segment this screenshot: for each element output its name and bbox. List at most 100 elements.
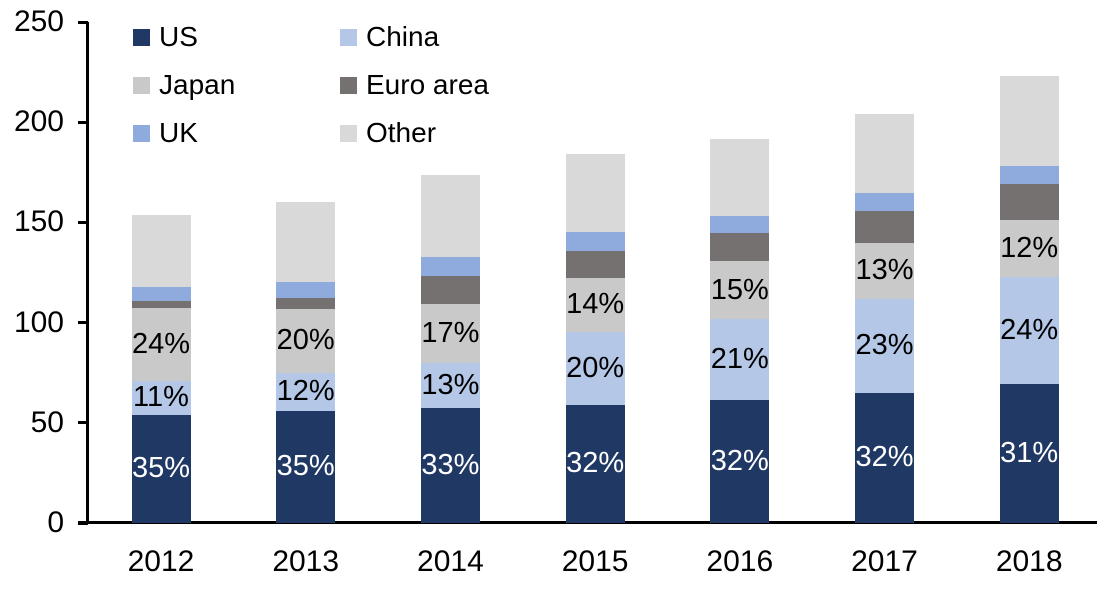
y-tick-mark: [78, 421, 88, 425]
bar-segment-euro-area-2017: [855, 211, 914, 244]
legend-entry-euro-area: Euro area: [340, 68, 489, 102]
percent-label: 11%: [133, 381, 189, 414]
x-axis-label-2018: 2018: [995, 545, 1063, 578]
legend-label: Other: [366, 117, 437, 148]
percent-label: 13%: [855, 254, 914, 287]
legend-entry-us: US: [133, 20, 340, 54]
bar-segment-euro-area-2016: [710, 233, 770, 262]
x-axis-label-2015: 2015: [561, 545, 629, 578]
y-tick-label: 150: [13, 205, 64, 239]
percent-label: 13%: [421, 368, 480, 401]
percent-label: 35%: [276, 450, 335, 483]
percent-label: 21%: [710, 342, 769, 375]
bar-segment-us-2012: 35%: [131, 414, 191, 523]
y-tick-label: 0: [47, 506, 64, 539]
bar-segment-other-2012: [131, 215, 191, 287]
bar-segment-euro-area-2015: [565, 251, 625, 278]
x-axis-label-2013: 2013: [272, 545, 340, 578]
bar-segment-china-2018: 24%: [999, 276, 1059, 384]
percent-label: 33%: [421, 448, 480, 481]
bar-segment-other-2016: [710, 139, 770, 217]
percent-label: 20%: [566, 351, 625, 384]
y-tick-mark: [78, 220, 88, 224]
legend-swatch-icon: [133, 124, 150, 142]
percent-label: 14%: [566, 288, 625, 321]
legend-entry-china: China: [340, 20, 489, 54]
bar-segment-japan-2014: 17%: [420, 303, 480, 363]
bar-segment-other-2013: [276, 202, 336, 282]
bar-segment-euro-area-2014: [420, 275, 480, 304]
legend-swatch-icon: [340, 76, 357, 94]
bar-segment-uk-2015: [565, 232, 625, 252]
x-axis-label-2016: 2016: [706, 545, 774, 578]
y-tick-mark: [78, 321, 88, 325]
bar-segment-us-2018: 31%: [999, 383, 1059, 523]
bar-segment-uk-2017: [855, 193, 914, 212]
legend-label: UK: [159, 117, 198, 148]
y-tick-mark: [78, 120, 88, 124]
bar-segment-china-2017: 23%: [855, 298, 914, 393]
y-tick-mark: [78, 521, 88, 525]
bar-segment-china-2016: 21%: [710, 318, 770, 400]
y-axis-line: [86, 22, 89, 524]
bar-segment-japan-2017: 13%: [855, 243, 914, 299]
bar-segment-us-2013: 35%: [276, 410, 336, 523]
bar-segment-japan-2012: 24%: [131, 307, 191, 381]
y-tick-label: 100: [13, 305, 64, 339]
bar-segment-japan-2013: 20%: [276, 308, 336, 373]
bar-segment-china-2013: 12%: [276, 372, 336, 411]
percent-label: 23%: [855, 329, 914, 362]
percent-label: 12%: [1000, 231, 1059, 264]
bar-segment-japan-2016: 15%: [710, 261, 770, 319]
legend-label: China: [366, 21, 440, 52]
bar-segment-china-2012: 11%: [131, 380, 191, 415]
percent-label: 12%: [276, 375, 335, 408]
legend-entry-other: Other: [340, 116, 489, 150]
y-tick-label: 250: [13, 5, 64, 38]
x-axis-label-2012: 2012: [127, 545, 195, 578]
bar-segment-uk-2014: [420, 257, 480, 276]
percent-label: 24%: [131, 327, 191, 360]
legend-entry-japan: Japan: [133, 68, 340, 102]
bar-segment-us-2016: 32%: [710, 399, 770, 523]
y-tick-mark: [78, 20, 88, 24]
percent-label: 32%: [566, 447, 625, 480]
bar-segment-japan-2015: 14%: [565, 277, 625, 332]
y-tick-label: 200: [13, 105, 64, 139]
y-tick-label: 50: [30, 405, 64, 439]
bar-segment-uk-2018: [999, 166, 1059, 185]
bar-segment-china-2014: 13%: [420, 362, 480, 408]
legend-label: Euro area: [366, 69, 489, 100]
legend-swatch-icon: [133, 76, 150, 94]
percent-label: 17%: [421, 316, 480, 349]
percent-label: 15%: [710, 273, 769, 306]
bar-segment-china-2015: 20%: [565, 331, 625, 405]
legend-entry-uk: UK: [133, 116, 340, 150]
legend: US China Japan Euro area UK Other: [133, 20, 489, 150]
bar-segment-uk-2012: [131, 286, 191, 301]
bar-segment-other-2017: [855, 114, 914, 194]
bar-segment-us-2014: 33%: [420, 407, 480, 523]
bar-segment-us-2015: 32%: [565, 404, 625, 523]
bar-segment-uk-2013: [276, 281, 336, 298]
legend-label: Japan: [159, 69, 236, 100]
bar-segment-uk-2016: [710, 216, 770, 234]
x-axis-label-2017: 2017: [851, 545, 918, 578]
bar-segment-other-2015: [565, 154, 625, 233]
legend-swatch-icon: [340, 124, 357, 142]
percent-label: 32%: [855, 441, 914, 474]
percent-label: 24%: [1000, 313, 1059, 346]
bar-segment-other-2018: [999, 76, 1059, 167]
x-axis-label-2014: 2014: [417, 545, 484, 578]
bar-segment-euro-area-2018: [999, 184, 1059, 221]
percent-label: 32%: [710, 444, 769, 477]
bar-segment-euro-area-2013: [276, 297, 336, 309]
legend-swatch-icon: [133, 28, 150, 46]
bar-segment-us-2017: 32%: [855, 392, 914, 523]
legend-swatch-icon: [340, 28, 357, 46]
percent-label: 35%: [131, 452, 191, 485]
percent-label: 31%: [1000, 436, 1059, 469]
percent-label: 20%: [276, 324, 335, 357]
bar-segment-other-2014: [420, 175, 480, 258]
